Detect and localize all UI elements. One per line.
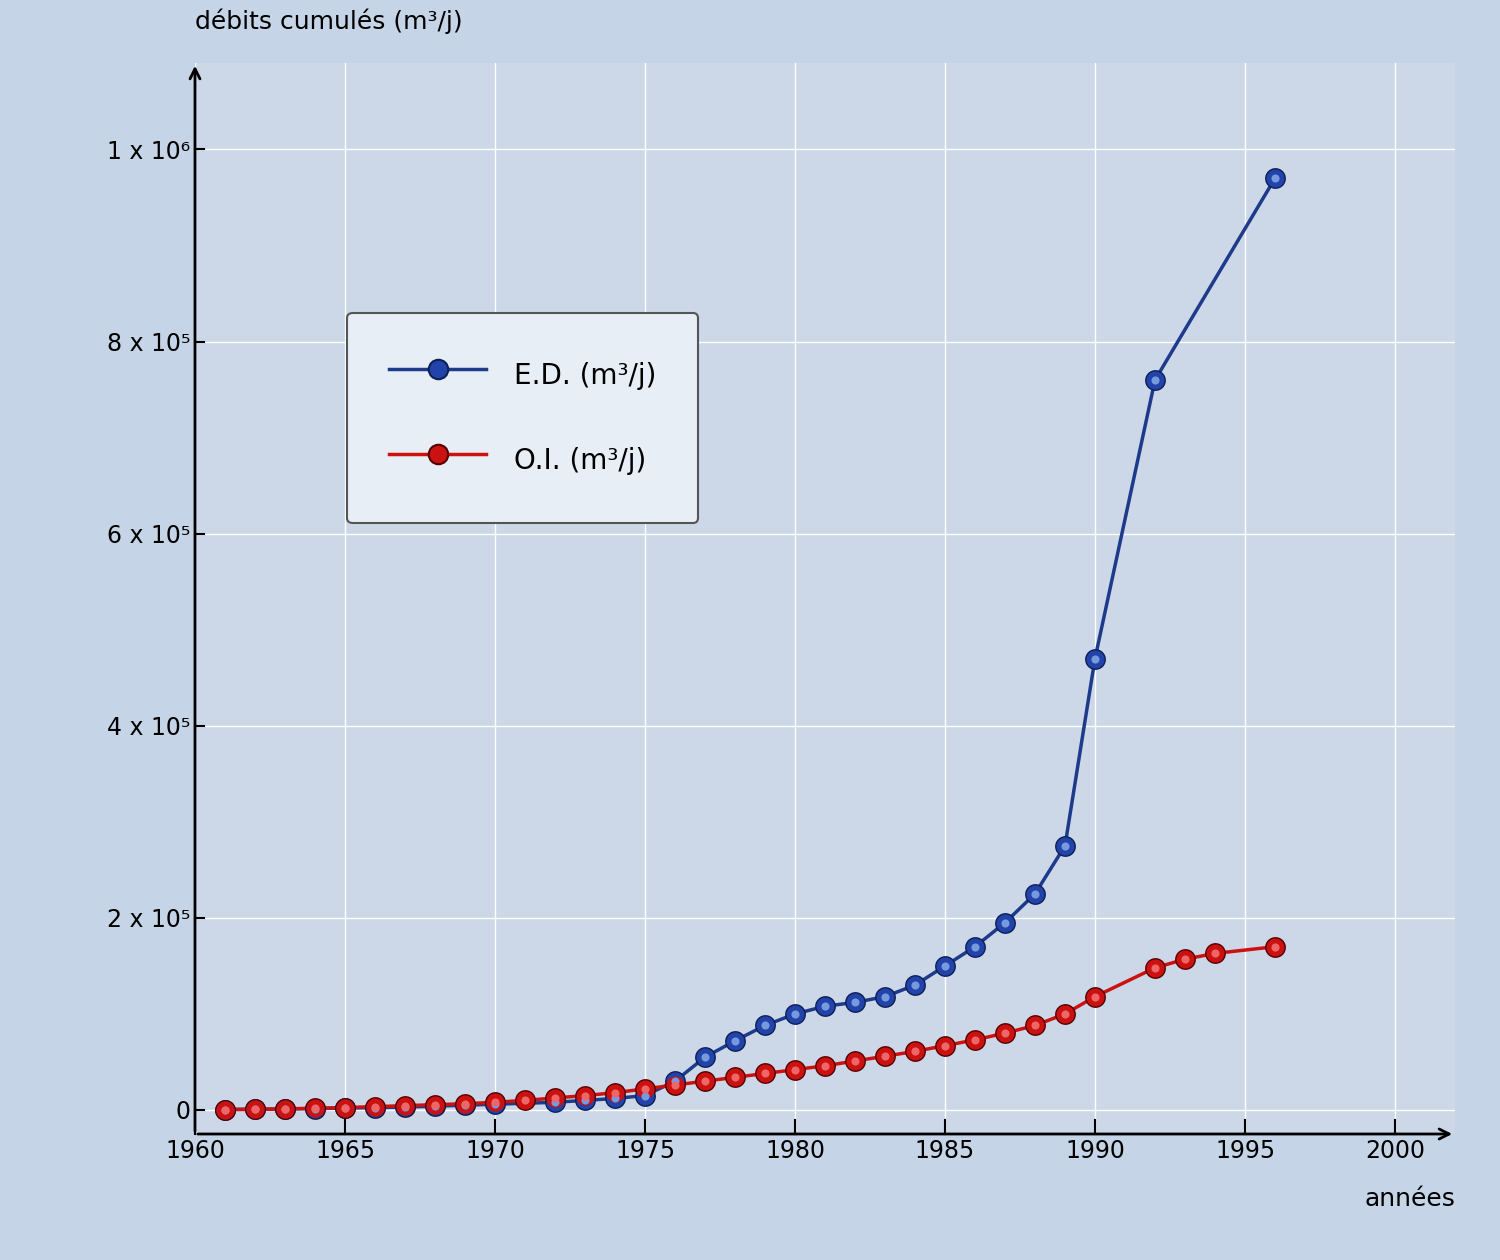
Text: débits cumulés (m³/j): débits cumulés (m³/j) bbox=[195, 9, 462, 34]
Legend: E.D. (m³/j), O.I. (m³/j): E.D. (m³/j), O.I. (m³/j) bbox=[348, 312, 698, 523]
Text: années: années bbox=[1364, 1187, 1455, 1211]
